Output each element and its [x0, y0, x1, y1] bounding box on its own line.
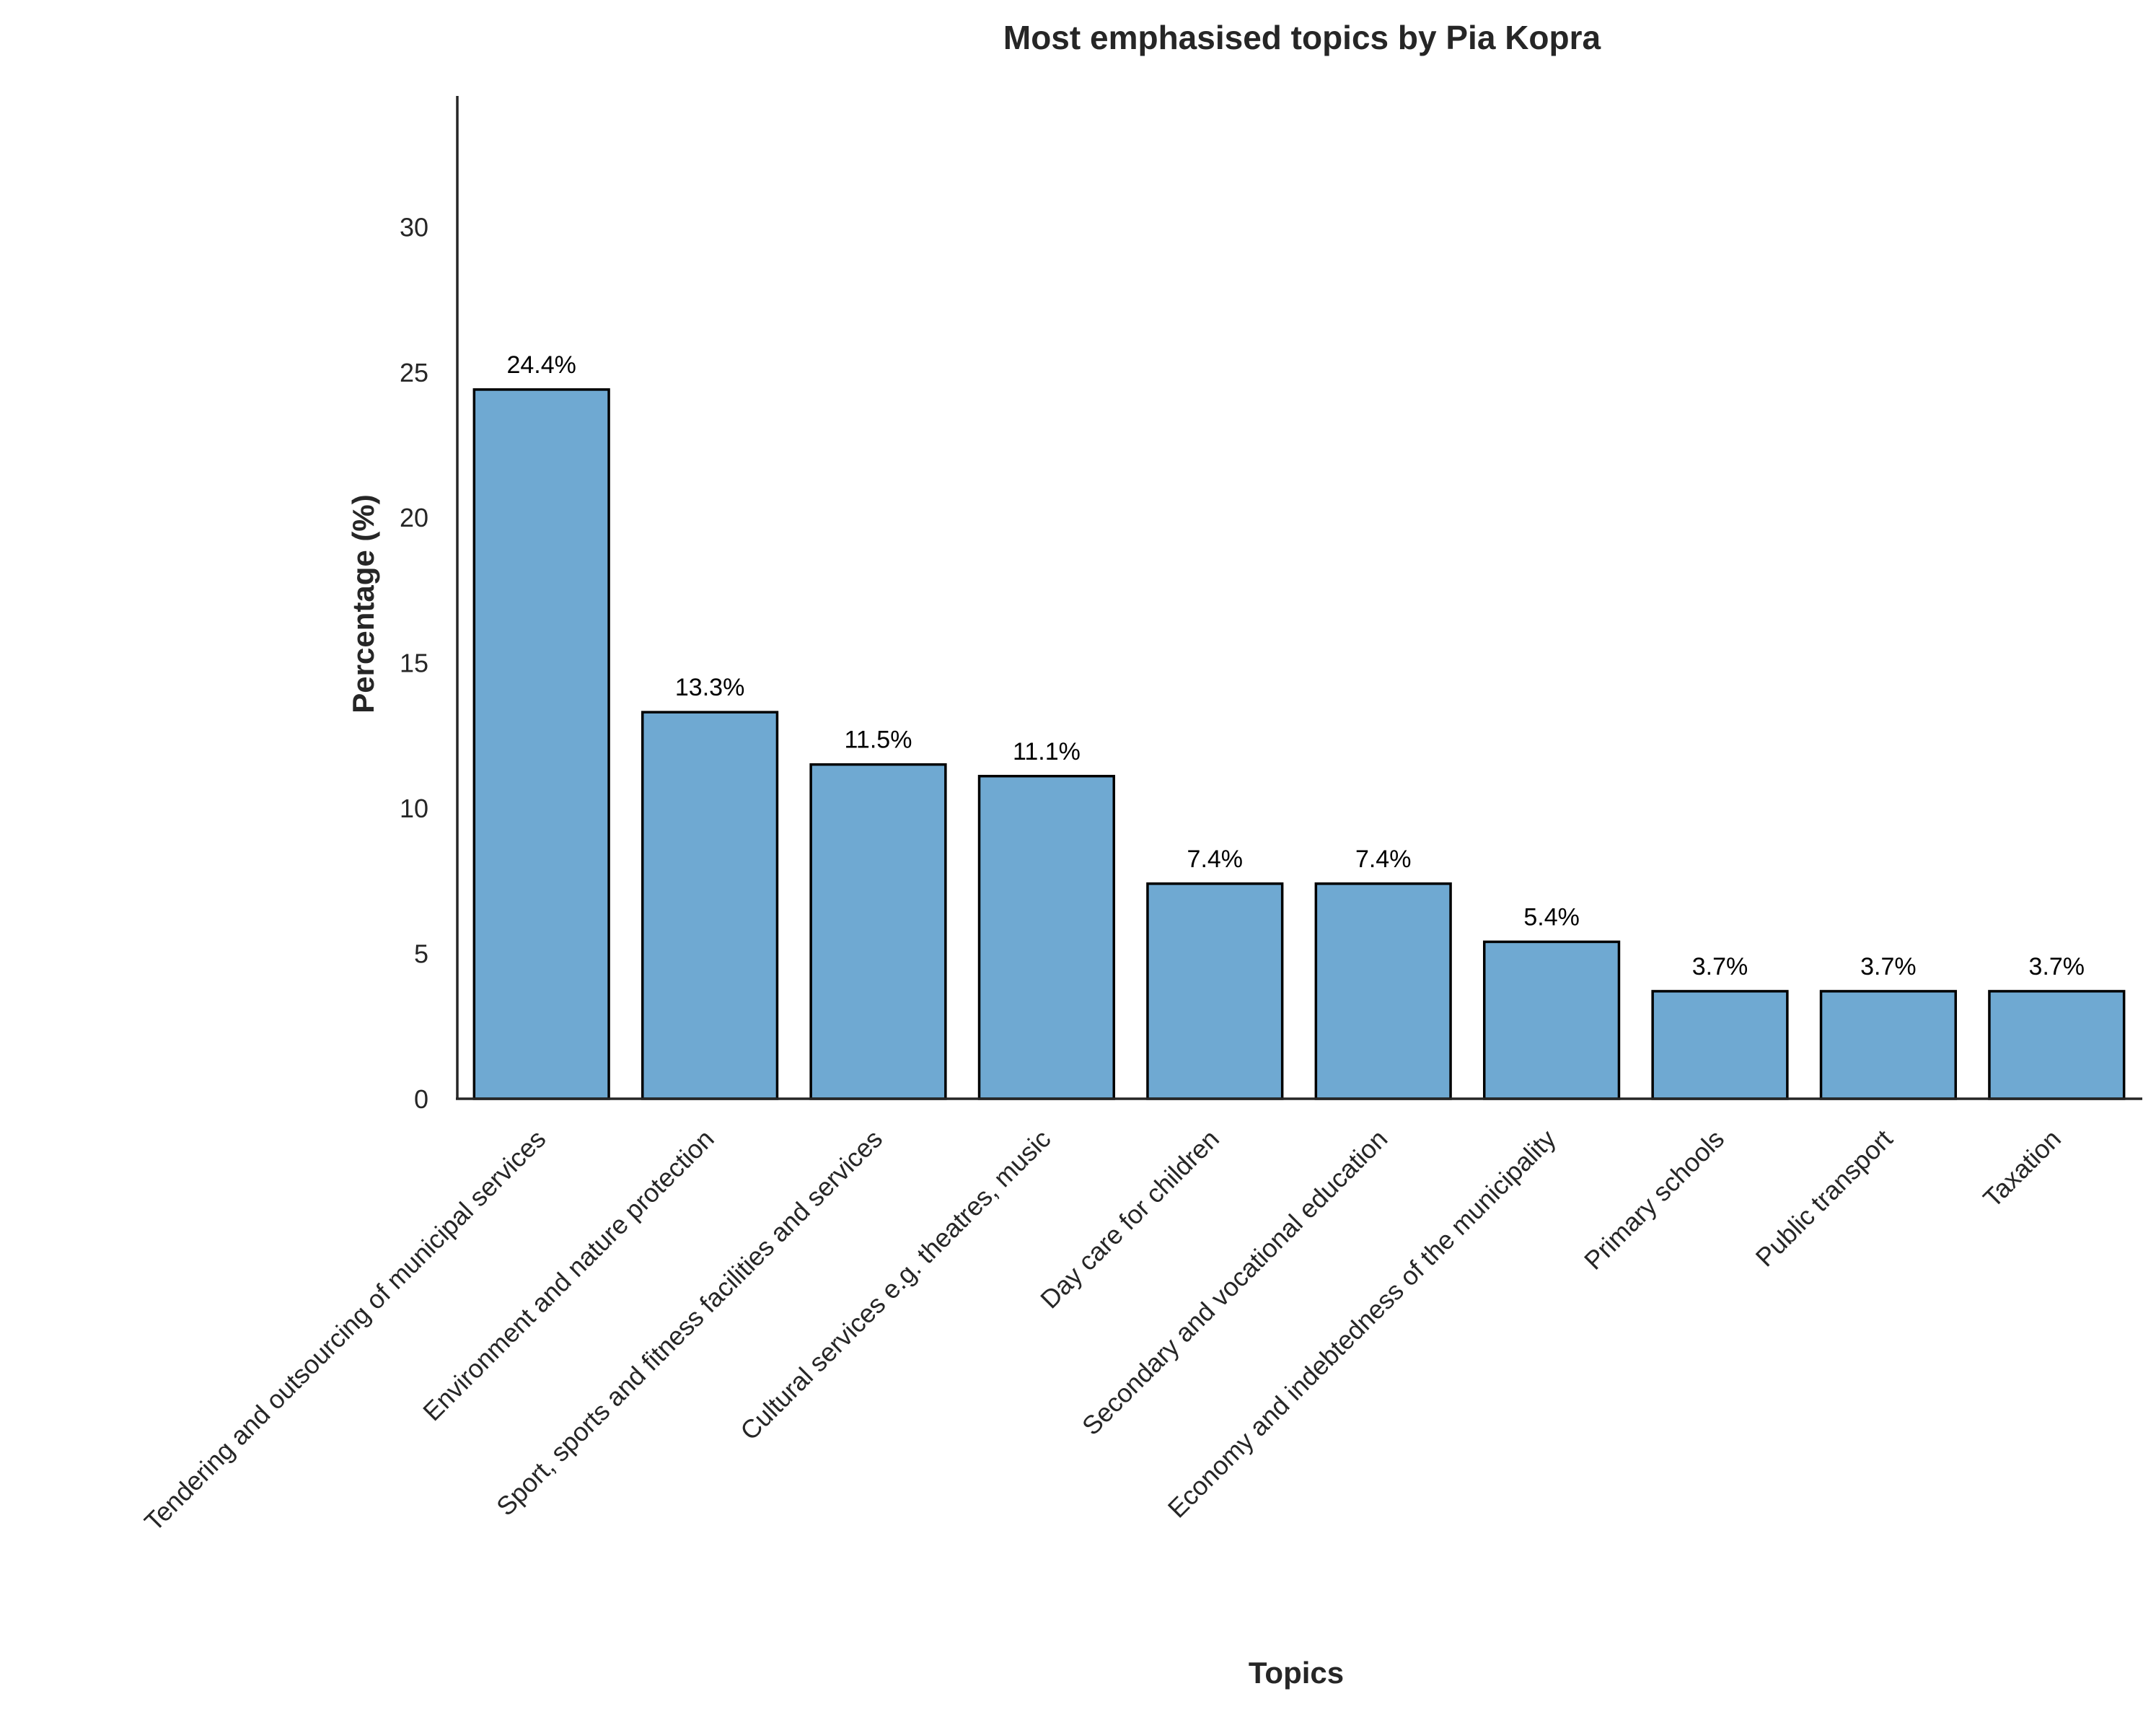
data-label: 7.4%	[1355, 846, 1412, 873]
y-tick-label: 0	[414, 1084, 428, 1114]
y-tick-label: 15	[400, 649, 428, 678]
x-tick-label: Environment and nature protection	[417, 1124, 720, 1427]
bar	[1651, 990, 1789, 1100]
bar	[472, 388, 610, 1100]
data-label: 11.1%	[1013, 738, 1081, 765]
x-tick-label: Taxation	[1977, 1124, 2067, 1213]
data-labels-group: 24.4% 13.3% 11.5% 11.1% 7.4% 7.4% 5.4% 3.7% 3.7%…	[506, 351, 2085, 980]
y-tick-label: 5	[414, 939, 428, 969]
chart-title: Most emphasised topics by Pia Kopra	[1003, 19, 1601, 56]
bar	[809, 763, 947, 1100]
bar	[1146, 882, 1284, 1100]
data-label: 3.7%	[1860, 953, 1917, 980]
y-tick-label: 20	[400, 503, 428, 532]
data-label: 3.7%	[1692, 953, 1748, 980]
bar	[1988, 990, 2126, 1100]
y-axis-label: Percentage (%)	[346, 494, 380, 713]
bar	[1314, 882, 1452, 1100]
x-axis-label: Topics	[1249, 1656, 1344, 1690]
x-tick-label: Sport, sports and fitness facilities and…	[490, 1124, 888, 1522]
x-tick-label: Primary schools	[1578, 1124, 1730, 1276]
data-label: 11.5%	[845, 726, 912, 754]
x-tick-label: Economy and indebtedness of the municipa…	[1162, 1124, 1562, 1524]
x-tick-label: Public transport	[1750, 1124, 1898, 1273]
y-tick-label: 30	[400, 212, 428, 242]
x-tick-label: Tendering and outsourcing of municipal s…	[138, 1124, 551, 1537]
data-label: 13.3%	[675, 674, 744, 701]
bar	[977, 775, 1116, 1100]
bar	[1819, 990, 1958, 1100]
data-label: 7.4%	[1187, 846, 1244, 873]
bar	[641, 711, 779, 1100]
y-tick-label: 10	[400, 794, 428, 823]
data-label: 24.4%	[506, 351, 576, 379]
y-axis-ticks: 0 5 10 15 20 25 30	[400, 212, 428, 1114]
data-label: 5.4%	[1523, 903, 1580, 931]
x-tick-label: Cultural services e.g. theatres, music	[734, 1124, 1056, 1446]
x-axis-ticks: Tendering and outsourcing of municipal s…	[138, 1124, 2067, 1537]
x-tick-label: Secondary and vocational education	[1076, 1124, 1393, 1441]
x-tick-label: Day care for children	[1034, 1124, 1225, 1314]
y-tick-label: 25	[400, 358, 428, 387]
bars-group	[472, 388, 2126, 1100]
data-label: 3.7%	[2029, 953, 2085, 980]
bar	[1482, 940, 1621, 1100]
